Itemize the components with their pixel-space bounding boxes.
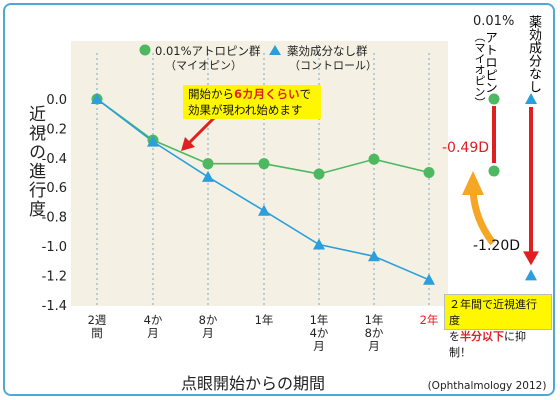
side-control-start-marker [525,93,537,104]
y-tick-label: -0.2 [42,122,67,137]
y-tick-label: 0.0 [46,93,67,108]
side-panel-graphics [462,93,539,281]
annotation-top-note: 開始から6カ月くらいで 効果が現われ始めます [183,85,321,119]
chart-frame: 0.0 -0.2 -0.4 -0.6 -0.8 -1.0 -1.2 -1.4 0.01%アトロ… [3,3,555,396]
y-tick-label: -0.6 [42,181,67,196]
note-bottom-line1: ２年間で近視進行度 [449,298,537,327]
x-tick-label: 8か月 [198,313,218,340]
data-point-control [313,238,325,250]
side-control-label: 薬効成分なし [526,15,541,93]
data-point-control [91,93,103,104]
x-axis-title: 点眼開始からの期間 [181,374,325,393]
data-point-atropine [202,158,214,170]
side-atropine-label: アトロピン [483,31,498,94]
x-tick-label: 2週間 [87,313,107,340]
control-end-value: -1.20D [473,238,521,254]
y-axis-title: 近視の進行度 [25,105,45,219]
orange-curved-arrow [469,190,496,246]
note-bottom-prefix: を [449,330,460,343]
data-point-control [258,204,270,216]
y-tick-labels: 0.0 -0.2 -0.4 -0.6 -0.8 -1.0 -1.2 -1.4 [42,93,67,314]
side-atropine-end-marker [488,165,500,177]
y-tick-label: -1.4 [42,299,67,314]
x-tick-label: 4か月 [143,313,163,340]
data-point-control [423,273,435,285]
red-arrow-top-head [181,137,195,151]
legend-label-control: 薬効成分なし群 [287,44,368,58]
data-point-atropine [423,167,435,178]
data-point-control [368,250,380,262]
legend-sublabel-control: （コントロール） [289,59,377,72]
data-point-control [202,170,214,182]
y-tick-label: -1.0 [42,240,67,255]
x-tick-label: 1年 [254,313,274,327]
red-arrow-top [187,115,217,145]
data-point-atropine [368,153,380,165]
series-group [91,93,435,285]
side-control-end-marker [525,269,537,281]
y-tick-label: -0.8 [42,211,67,226]
legend-label-atropine: 0.01%アトロピン群 [155,44,261,58]
data-point-atropine [313,168,325,180]
legend-sublabel-atropine: （マイオピン） [165,59,242,72]
side-atropine-sublabel: （マイオピン） [473,31,486,108]
data-point-control [147,135,159,147]
side-control-arrow-head [523,251,539,266]
note-top-highlight: 6カ月くらい [234,87,300,101]
y-tick-label: -0.4 [42,152,67,167]
source-citation: (Ophthalmology 2012) [428,380,547,392]
side-atropine-start-marker [488,93,500,105]
legend-marker-atropine [139,44,151,56]
legend-marker-control [269,45,281,55]
orange-curved-arrow-head [462,171,484,195]
note-bottom-suffix: に抑制！ [449,330,526,359]
note-top-suffix: で [299,87,312,101]
side-atropine-pct: 0.01% [473,14,515,29]
annotation-bottom-note: ２年間で近視進行度 を半分以下に抑制！ [444,294,552,359]
y-tick-label: -1.2 [42,269,67,284]
x-tick-label: 1年8か月 [364,313,384,353]
plot-area [71,41,448,306]
note-bottom-highlight: 半分以下 [460,330,504,343]
note-top-prefix: 開始から [188,87,234,101]
x-tick-label: 2年 [419,313,439,327]
atropine-end-value: -0.49D [442,140,490,156]
x-tick-label: 1年4か月 [309,313,329,353]
note-top-line2: 効果が現われ始めます [188,103,303,117]
data-point-atropine [258,158,270,170]
